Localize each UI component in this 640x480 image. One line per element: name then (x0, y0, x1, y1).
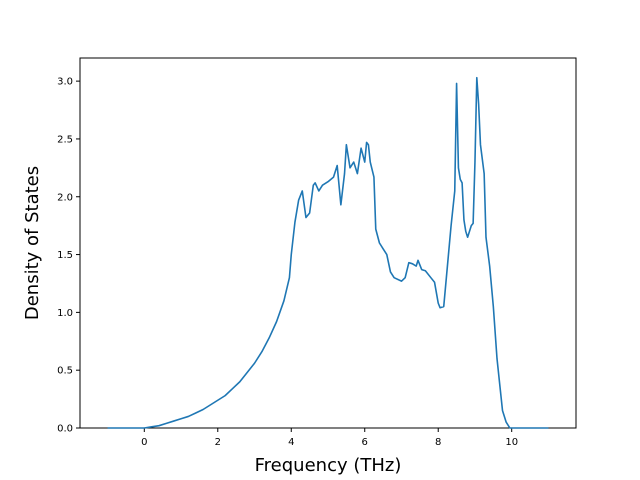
x-tick-label: 8 (435, 437, 441, 448)
x-tick-label: 10 (505, 437, 518, 448)
y-tick-label: 2.5 (57, 134, 73, 145)
y-tick-label: 1.5 (57, 250, 73, 261)
x-tick-label: 4 (288, 437, 294, 448)
x-tick-label: 2 (215, 437, 221, 448)
x-tick-label: 6 (362, 437, 368, 448)
plot-area-frame (79, 57, 577, 429)
y-axis-label: Density of States (22, 166, 43, 320)
y-tick-label: 0.0 (57, 424, 73, 435)
dos-series-line (107, 76, 549, 429)
y-axis-ticks: 0.0 0.5 1.0 1.5 2.0 2.5 3.0 (57, 77, 80, 435)
x-tick-label: 0 (141, 437, 147, 448)
x-axis-label: Frequency (THz) (255, 455, 402, 476)
y-tick-label: 0.5 (57, 366, 73, 377)
y-tick-label: 2.0 (57, 192, 73, 203)
x-axis-ticks: 0 2 4 6 8 10 (141, 428, 518, 448)
y-tick-label: 1.0 (57, 308, 73, 319)
y-tick-label: 3.0 (57, 77, 73, 88)
